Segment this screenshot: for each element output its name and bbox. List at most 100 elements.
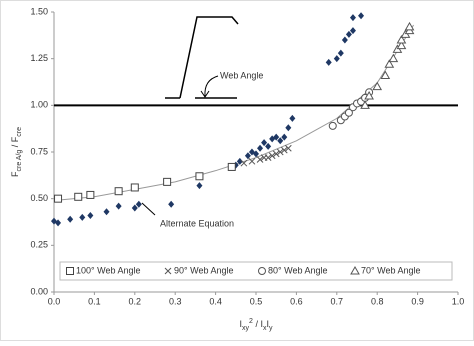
point [284, 144, 292, 152]
label-part: 2 [249, 318, 253, 325]
point [349, 14, 356, 22]
label-part: cre [16, 127, 23, 137]
point [103, 208, 110, 216]
point [248, 157, 256, 165]
point [67, 215, 74, 223]
point [261, 139, 268, 147]
point [265, 142, 272, 150]
point [344, 108, 353, 117]
point [404, 21, 415, 31]
point [325, 58, 332, 66]
point [349, 27, 356, 35]
x-tick-label: 0.9 [411, 296, 424, 306]
point [364, 90, 374, 100]
point [396, 34, 407, 44]
point [240, 159, 248, 167]
x-axis-label: Ixy2 / IxIy [240, 318, 273, 332]
point [54, 194, 63, 203]
label-part: I [240, 319, 243, 329]
point [276, 148, 284, 156]
point [87, 211, 94, 219]
point [163, 177, 172, 186]
arrowhead [200, 90, 210, 98]
point [388, 53, 399, 63]
y-tick-label: 1.00 [30, 100, 48, 110]
legend-label: 80° Web Angle [268, 265, 327, 275]
label-part: y [269, 325, 273, 332]
x-tick-label: 0.1 [88, 296, 101, 306]
point [195, 172, 204, 181]
x-tick-label: 0.3 [169, 296, 182, 306]
point [281, 133, 288, 141]
y-tick-label: 0.50 [30, 193, 48, 203]
point [384, 59, 395, 68]
point [337, 49, 344, 57]
point [333, 55, 340, 63]
leader-line [141, 202, 156, 216]
point [253, 150, 259, 158]
annotation: Alternate Equation [160, 218, 234, 228]
point [86, 190, 95, 199]
arrow [204, 75, 219, 97]
web-angle-icon [165, 16, 239, 99]
point [277, 137, 284, 145]
label-part: xy [242, 325, 250, 332]
point [114, 187, 123, 196]
x-tick-label: 0.4 [209, 296, 222, 306]
x-tick-label: 0.8 [371, 296, 384, 306]
annotation: Web Angle [220, 70, 263, 80]
legend-label: 90° Web Angle [174, 265, 233, 275]
y-tick-label: 0.75 [30, 146, 48, 156]
point [135, 200, 142, 208]
point [341, 36, 348, 44]
x-tick-label: 0.7 [331, 296, 344, 306]
point [131, 204, 138, 212]
label-part: I [266, 319, 269, 329]
legend-label: 70° Web Angle [361, 265, 420, 275]
point [285, 124, 292, 132]
label-part: / F [10, 136, 20, 150]
point [168, 200, 175, 208]
point [257, 144, 264, 152]
legend-label: 100° Web Angle [76, 265, 140, 275]
point [268, 152, 276, 160]
label-part: x [263, 325, 267, 332]
legend-marker [164, 267, 172, 275]
label-part: / I [253, 319, 263, 329]
point [227, 162, 236, 171]
x-tick-label: 0.0 [48, 296, 61, 306]
point [196, 182, 203, 190]
label-part: cre A/g [16, 150, 23, 172]
y-tick-label: 1.50 [30, 6, 48, 16]
x-tick-label: 0.5 [250, 296, 263, 306]
y-tick-label: 0.25 [30, 240, 48, 250]
point [79, 213, 86, 221]
point [273, 133, 280, 141]
point [280, 146, 288, 154]
point [380, 70, 391, 79]
point [360, 100, 370, 109]
legend [59, 261, 453, 281]
point [328, 121, 337, 130]
point [244, 152, 251, 160]
point [358, 12, 365, 20]
x-tick-label: 0.6 [290, 296, 303, 306]
x-tick-label: 0.2 [129, 296, 142, 306]
legend-marker [350, 265, 360, 275]
point [115, 202, 122, 210]
y-tick-label: 1.25 [30, 53, 48, 63]
y-tick-label: 0.00 [30, 286, 48, 296]
point [74, 192, 83, 201]
point [236, 157, 243, 165]
point [130, 183, 139, 192]
point [396, 40, 407, 50]
point [345, 30, 352, 38]
point [372, 81, 383, 91]
label-part: F [10, 171, 20, 177]
y-axis-label: Fcre A/g / Fcre [10, 127, 22, 177]
point [256, 156, 264, 163]
point [55, 219, 62, 227]
legend-marker [258, 267, 266, 275]
